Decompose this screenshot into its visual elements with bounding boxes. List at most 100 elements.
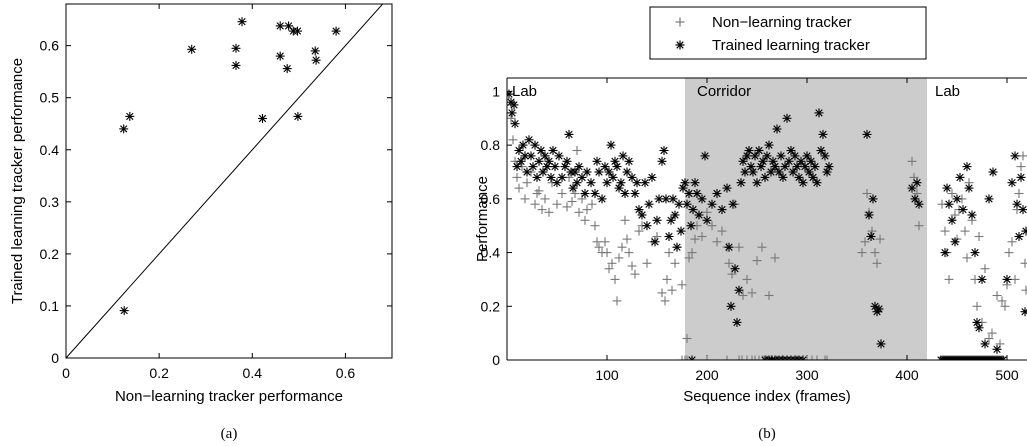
panel-b-point-trained [600,162,610,172]
panel-a-xtick-label: 0 [62,365,70,381]
panel-b-point-non-learning [534,186,544,196]
panel-b-point-trained [955,172,965,182]
panel-a-point [187,44,197,54]
panel-b-point-trained [659,146,669,155]
panel-b-point-non-learning [544,207,554,217]
panel-b-point-trained [940,248,950,258]
panel-b-point-non-learning [980,264,990,274]
panel-b-point-trained [804,167,814,177]
panel-b-point-non-learning [750,355,760,360]
panel-b-point-trained [764,140,774,150]
panel-b-point-trained [958,205,968,215]
panel-b-point-trained [730,264,740,274]
panel-b-point-trained [980,339,990,349]
panel-b-point-non-learning [807,355,817,360]
panel-b-point-trained [652,215,662,225]
panel-b-point-non-learning [997,296,1007,306]
panel-b-point-trained [967,210,977,220]
panel-b-point-non-learning [907,156,917,166]
panel-a-point [331,26,341,36]
panel-b-point-non-learning [757,242,767,252]
panel-a-ytick-label: 0.4 [40,142,60,158]
panel-a-ylabel: Trained learning tracker performance [9,58,26,304]
panel-b-point-trained [586,178,596,188]
panel-b-region-label: Corridor [697,83,751,100]
panel-b-point-non-learning [870,248,880,258]
panel-a-point [119,124,129,134]
panel-b-point-non-learning [860,237,870,247]
panel-a-point [311,55,321,65]
panel-b-point-non-learning [792,355,802,360]
panel-b-ticks: 100 200 300 400 500 0 0.2 0.4 0.6 0.8 1 [481,78,1019,383]
panel-b-point-trained [574,162,584,172]
panel-b-point-trained [568,183,578,193]
panel-b-point-trained [536,146,546,155]
panel-b-point-non-learning [607,258,617,268]
panel-b-point-trained [800,162,810,172]
panel-b-point-non-learning [984,334,994,343]
panel-b-point-non-learning [642,258,652,268]
panel-b-point-trained [816,146,826,155]
panel-b-point-non-learning [820,355,830,360]
panel-b-point-non-learning [512,172,522,182]
panel-b-point-non-learning [520,194,530,204]
panel-b-point-trained [748,167,758,177]
panel-b-point-trained [786,146,796,155]
panel-b-point-trained [740,167,750,177]
panel-b-point-trained [630,189,640,198]
panel-b-point-non-learning [822,355,832,360]
panel-b-point-non-learning [634,226,644,236]
panel-b-point-trained [947,215,957,225]
panel-b-point-non-learning [974,232,984,241]
panel-b-point-trained [590,189,600,198]
panel-b-point-trained [520,151,530,161]
panel-b-ytick-label: 1 [492,83,500,99]
panel-b-point-trained [562,156,572,166]
panel-a-caption: (a) [221,426,238,442]
panel-b-point-non-learning [552,199,562,209]
panel-b-point-trained [772,124,782,134]
panel-b-point-trained [592,156,602,166]
panel-a-points [119,17,341,316]
panel-b-point-trained [964,183,974,193]
panel-b-point-trained [732,317,742,327]
panel-b-point-trained [944,199,954,209]
panel-b-point-trained [874,304,884,314]
panel-b-point-non-learning [758,355,768,360]
panel-b-point-non-learning [627,261,637,271]
panel-b-point-trained [782,113,792,123]
panel-b-point-trained [624,156,634,166]
panel-b-point-trained [754,146,764,155]
panel-b-point-non-learning [734,242,744,252]
panel-b-point-trained [774,167,784,177]
panel-b-point-trained [664,232,674,241]
panel-b-point-non-learning [987,328,997,338]
panel-b-point-non-learning [540,194,550,204]
panel-b-point-non-learning [960,226,970,236]
panel-b-point-trained [548,146,558,155]
panel-b-point-trained [942,183,952,193]
panel-b-point-trained [974,323,984,333]
panel-b-point-trained [1012,199,1022,209]
panel-b-point-trained [1014,232,1024,241]
panel-b-point-trained [744,146,754,155]
panel-b-point-non-learning [514,183,524,193]
panel-b-point-trained [570,167,580,177]
panel-a-point [275,51,285,61]
panel-a-ytick-label: 0 [51,350,59,366]
panel-b-point-trained [580,189,590,198]
panel-b-point-trained [952,194,962,204]
panel-b-point-trained [770,162,780,172]
panel-b-point-trained [666,215,676,225]
panel-b-point-trained [524,135,534,145]
panel-a-identity-line [65,3,384,359]
panel-b-point-non-learning [677,280,687,290]
panel-b-point-trained [684,189,694,198]
panel-b-point-non-learning [752,256,762,266]
panel-b-point-trained [604,167,614,177]
panel-b-point-trained [676,226,686,236]
legend-marker-non-learning [675,17,685,27]
panel-b-point-non-learning [684,253,694,263]
panel-b-point-trained [1018,205,1027,215]
panel-a-ticks: 0 0.2 0.4 0.6 0 0.1 0.2 0.3 0.4 0.5 0.6 [40,4,392,381]
